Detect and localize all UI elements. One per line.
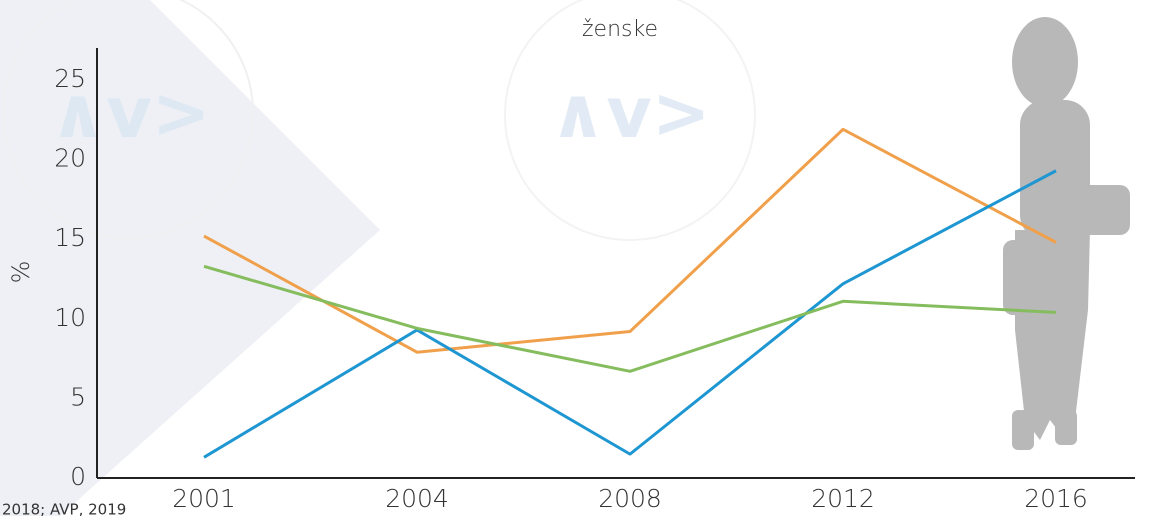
y-tick-label: 10: [54, 303, 86, 332]
chart: ∧v> ∧v> ženske % 2018; AVP, 2019 0 5 10 15 2…: [0, 0, 1153, 516]
x-tick-label: 2004: [385, 484, 449, 513]
y-tick-label: 0: [70, 462, 86, 491]
x-tick-label: 2001: [172, 484, 236, 513]
background-decoration: ∧v> ∧v>: [0, 0, 1130, 516]
source-note: 2018; AVP, 2019: [2, 501, 126, 516]
y-tick-label: 20: [54, 144, 86, 173]
x-tick-label: 2016: [1024, 484, 1088, 513]
y-axis-label: %: [7, 261, 35, 284]
svg-text:∧v>: ∧v>: [549, 72, 710, 154]
x-tick-label: 2008: [598, 484, 662, 513]
y-tick-label: 15: [54, 223, 86, 252]
chart-title: ženske: [582, 17, 658, 42]
y-tick-label: 25: [54, 64, 86, 93]
x-tick-label: 2012: [811, 484, 875, 513]
y-tick-label: 5: [70, 382, 86, 411]
series-line: [204, 266, 1056, 371]
